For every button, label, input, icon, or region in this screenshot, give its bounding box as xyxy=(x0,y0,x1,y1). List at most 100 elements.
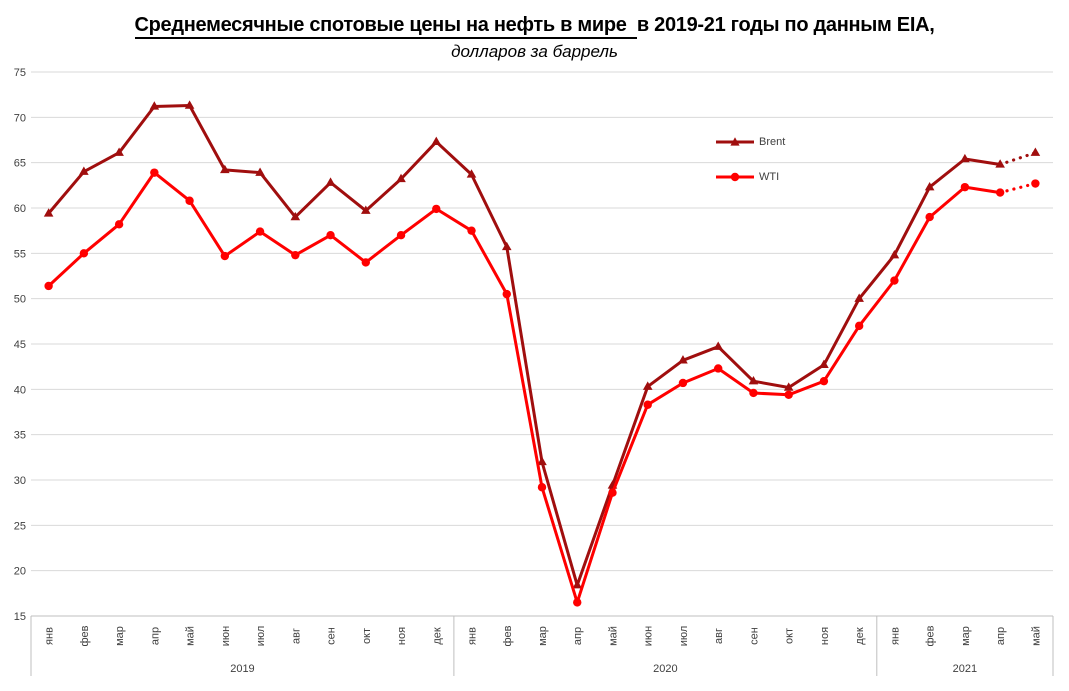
month-label: авг xyxy=(713,628,725,644)
data-point-marker-brent xyxy=(396,173,406,183)
chart-title-rest-part: в 2019-21 годы по данным EIA, xyxy=(636,14,935,36)
chart-legend: Brent WTI xyxy=(716,130,785,200)
data-point-marker-wti xyxy=(361,258,370,267)
y-axis-label: 50 xyxy=(14,294,26,306)
data-point-marker-brent xyxy=(149,101,160,110)
month-label: сен xyxy=(326,627,338,645)
data-point-marker-wti xyxy=(396,231,406,240)
data-point-marker-brent xyxy=(325,177,336,186)
data-point-marker-wti xyxy=(150,168,159,177)
data-point-marker-wti xyxy=(79,249,89,258)
data-point-marker-brent xyxy=(783,382,794,391)
month-label: янв xyxy=(44,627,56,645)
data-point-marker-brent xyxy=(995,159,1005,168)
month-label: окт xyxy=(784,628,796,644)
month-label: окт xyxy=(361,628,373,644)
chart-title-line1: Среднемесячные спотовые цены на нефть в … xyxy=(0,12,1069,39)
month-label: июл xyxy=(255,626,267,647)
y-axis-label: 15 xyxy=(14,611,26,623)
data-point-marker-brent xyxy=(924,181,935,191)
data-point-marker-wti xyxy=(854,321,864,331)
month-label: ноя xyxy=(819,627,831,645)
y-axis-label: 75 xyxy=(14,67,26,79)
series-line-wti xyxy=(47,171,1001,604)
data-point-marker-brent xyxy=(713,341,724,350)
data-point-marker-brent xyxy=(642,381,653,390)
month-label: сен xyxy=(748,627,760,645)
data-point-marker-wti xyxy=(784,390,793,399)
y-axis-label: 30 xyxy=(14,475,26,487)
y-axis-label: 65 xyxy=(14,158,26,170)
data-point-marker-brent xyxy=(184,100,195,109)
month-label: ноя xyxy=(396,627,408,645)
y-axis-label: 55 xyxy=(14,248,26,260)
data-point-marker-brent xyxy=(79,166,89,175)
chart-title-underlined-part: Среднемесячные спотовые цены на нефть в … xyxy=(134,14,637,39)
series-line-brent xyxy=(47,104,1001,587)
data-point-marker-brent xyxy=(854,293,864,302)
month-label: май xyxy=(607,626,619,646)
data-point-marker-wti xyxy=(220,251,230,261)
year-label: 2019 xyxy=(230,663,254,675)
month-label: май xyxy=(185,626,197,646)
data-point-marker-wti xyxy=(537,483,547,492)
data-point-marker-wti xyxy=(114,220,124,229)
data-point-marker-wti xyxy=(432,204,441,214)
data-point-marker-brent xyxy=(466,169,477,178)
year-label: 2020 xyxy=(653,663,677,675)
chart-title: Среднемесячные спотовые цены на нефть в … xyxy=(0,12,1069,63)
data-point-marker-wti xyxy=(502,289,511,299)
y-axis-label: 40 xyxy=(14,384,26,396)
data-point-marker-wti xyxy=(44,281,53,291)
month-label: фев xyxy=(502,625,514,646)
data-point-marker-wti xyxy=(326,231,335,240)
data-point-marker-brent xyxy=(819,359,829,369)
month-label: мар xyxy=(960,626,972,646)
data-point-marker-wti xyxy=(749,388,758,398)
data-point-marker-wti xyxy=(819,376,829,386)
data-point-marker-brent xyxy=(43,208,54,217)
data-point-marker-brent xyxy=(678,355,688,364)
data-point-marker-wti xyxy=(255,227,265,236)
y-axis-label: 20 xyxy=(14,566,26,578)
y-axis-label: 35 xyxy=(14,430,26,442)
month-label: янв xyxy=(889,627,901,645)
data-point-marker-wti xyxy=(573,598,582,607)
month-label: янв xyxy=(467,627,479,645)
data-point-marker-brent xyxy=(748,375,759,385)
month-label: мар xyxy=(537,626,549,646)
series-dotted-forecast-brent xyxy=(998,151,1037,167)
wti-line-marker-icon xyxy=(716,172,754,182)
data-point-marker-wti xyxy=(890,276,899,285)
month-label: апр xyxy=(995,627,1007,645)
data-point-marker-wti xyxy=(643,400,652,409)
month-label: июн xyxy=(220,626,232,646)
legend-item-brent: Brent xyxy=(716,130,785,154)
legend-label-brent: Brent xyxy=(759,136,786,148)
data-point-marker-wti xyxy=(714,364,723,373)
month-label: июн xyxy=(643,626,655,646)
data-point-marker-brent xyxy=(889,249,900,259)
y-axis-label: 70 xyxy=(14,112,26,124)
data-point-marker-brent xyxy=(572,579,583,589)
data-point-marker-wti xyxy=(185,196,194,205)
month-label: апр xyxy=(149,627,161,645)
month-label: дек xyxy=(854,627,866,645)
data-point-marker-brent xyxy=(360,205,371,214)
month-label: авг xyxy=(290,628,302,644)
data-point-marker-brent xyxy=(255,167,265,176)
data-point-marker-wti xyxy=(467,226,476,235)
y-axis-label: 45 xyxy=(14,339,26,351)
data-point-marker-wti xyxy=(925,212,934,222)
month-label: дек xyxy=(431,627,443,645)
data-point-marker-wti xyxy=(1031,179,1040,188)
year-label: 2021 xyxy=(953,663,977,675)
data-point-marker-brent xyxy=(960,153,970,163)
y-axis-label: 25 xyxy=(14,520,26,532)
month-label: май xyxy=(1030,626,1042,646)
month-label: фев xyxy=(925,625,937,646)
data-point-marker-brent xyxy=(114,147,124,156)
data-point-marker-wti xyxy=(291,250,300,260)
data-point-marker-brent xyxy=(220,164,230,174)
